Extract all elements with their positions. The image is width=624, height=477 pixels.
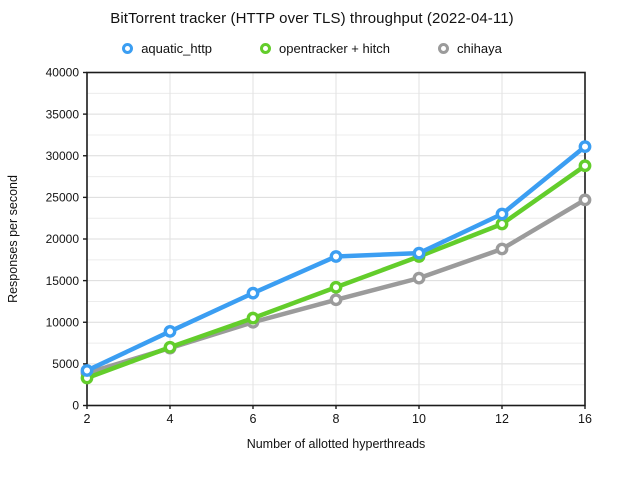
data-point-marker xyxy=(80,364,94,377)
x-tick-label: 2 xyxy=(84,412,91,426)
data-point-marker xyxy=(578,140,592,153)
data-point-marker xyxy=(329,293,343,307)
legend-item-chihaya: chihaya xyxy=(437,41,502,56)
y-tick-label: 10000 xyxy=(46,315,80,329)
x-tick-label: 10 xyxy=(412,412,426,426)
data-point-marker xyxy=(329,250,343,263)
x-tick-label: 8 xyxy=(333,412,340,426)
legend-marker-icon xyxy=(260,43,272,54)
data-point-marker xyxy=(163,325,177,338)
x-tick-label: 4 xyxy=(167,412,174,426)
y-tick-label: 20000 xyxy=(46,232,80,246)
legend-item-opentracker-hitch: opentracker + hitch xyxy=(260,41,390,56)
data-point-marker xyxy=(495,217,509,231)
y-tick-label: 30000 xyxy=(46,149,80,163)
gridlines xyxy=(87,72,585,406)
data-point-marker xyxy=(578,159,592,173)
chart-title: BitTorrent tracker (HTTP over TLS) throu… xyxy=(110,10,514,27)
x-tick-label: 16 xyxy=(578,412,592,426)
x-tick-labels: 2 4 6 8 10 12 16 xyxy=(84,412,592,426)
data-point-marker xyxy=(412,246,426,260)
data-point-marker xyxy=(246,311,260,325)
legend-marker-icon xyxy=(122,43,134,54)
data-point-marker xyxy=(495,242,509,256)
data-point-marker xyxy=(329,280,343,294)
data-point-marker xyxy=(163,340,177,354)
y-tick-label: 0 xyxy=(72,399,79,413)
legend-label: chihaya xyxy=(456,41,502,56)
chart-legend: aquatic_http opentracker + hitch chihaya xyxy=(0,41,624,56)
x-axis-title: Number of allotted hyperthreads xyxy=(247,437,426,451)
y-tick-label: 5000 xyxy=(52,357,79,371)
x-tick-label: 6 xyxy=(250,412,257,426)
legend-marker-icon xyxy=(437,43,449,54)
y-tick-label: 40000 xyxy=(46,66,80,80)
data-point-marker xyxy=(412,271,426,285)
data-point-marker xyxy=(246,286,260,300)
plot-area: 0 5000 10000 15000 20000 25000 30000 35000 40000… xyxy=(46,66,592,426)
legend-label: aquatic_http xyxy=(141,41,213,56)
x-tick-label: 12 xyxy=(495,412,509,426)
legend-item-aquatic-http: aquatic_http xyxy=(122,41,212,56)
series-aquatic-http xyxy=(80,140,592,377)
axis-ticks xyxy=(83,71,586,409)
y-tick-labels: 0 5000 10000 15000 20000 25000 30000 35000 40000 xyxy=(46,66,80,413)
legend-label: opentracker + hitch xyxy=(279,41,390,56)
y-axis-title: Responses per second xyxy=(6,175,20,303)
y-tick-label: 15000 xyxy=(46,274,80,288)
y-tick-label: 25000 xyxy=(46,191,80,205)
data-point-marker xyxy=(578,193,592,207)
y-tick-label: 35000 xyxy=(46,107,80,121)
data-point-marker xyxy=(495,207,509,221)
